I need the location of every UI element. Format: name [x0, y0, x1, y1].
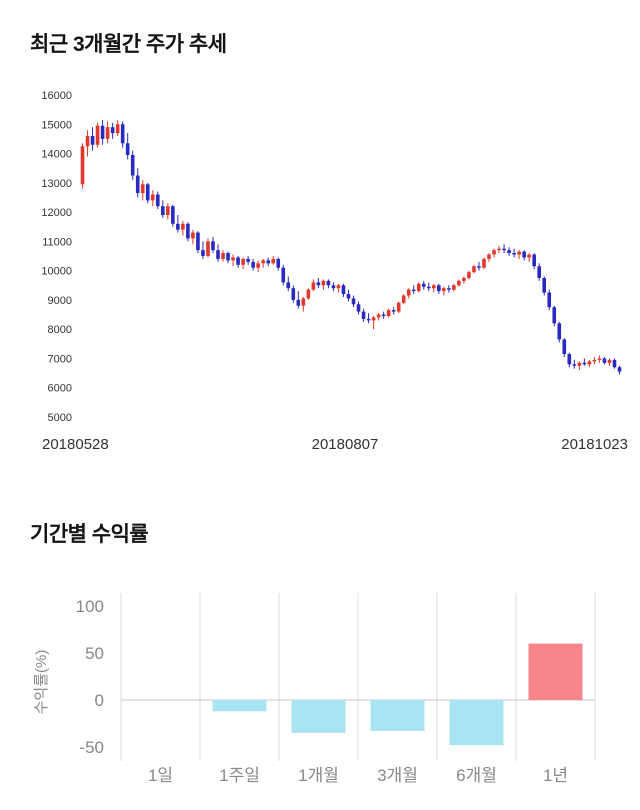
svg-text:16000: 16000	[41, 90, 72, 102]
svg-text:수익률(%): 수익률(%)	[33, 650, 50, 715]
svg-text:1주일: 1주일	[219, 766, 260, 785]
svg-text:14000: 14000	[41, 149, 72, 161]
svg-text:50: 50	[85, 644, 104, 663]
svg-text:1년: 1년	[543, 766, 568, 785]
svg-text:1일: 1일	[148, 766, 173, 785]
svg-text:5000: 5000	[48, 412, 72, 424]
svg-text:7000: 7000	[48, 353, 72, 365]
svg-text:8000: 8000	[48, 324, 72, 336]
svg-text:6개월: 6개월	[456, 766, 497, 785]
svg-text:1개월: 1개월	[298, 766, 339, 785]
svg-text:3개월: 3개월	[377, 766, 418, 785]
svg-text:-50: -50	[79, 738, 104, 757]
svg-text:12000: 12000	[41, 207, 72, 219]
svg-text:100: 100	[76, 597, 104, 616]
svg-text:20180807: 20180807	[312, 436, 379, 453]
svg-text:13000: 13000	[41, 178, 72, 190]
candlestick-chart: 16000 15000 14000 13000 12000 11000 10000 9000 8…	[0, 85, 640, 465]
returns-bar-chart-svg: 100 50 0 -50 수익률(%) 1일 1주일 1개월 3개월 6개월 1년	[33, 593, 596, 785]
svg-text:11000: 11000	[42, 236, 72, 248]
svg-text:20180528: 20180528	[42, 436, 109, 453]
svg-text:6000: 6000	[48, 383, 72, 395]
svg-text:20181023: 20181023	[561, 436, 628, 453]
price-trend-section-title: 최근 3개월간 주가 추세	[30, 33, 227, 56]
svg-text:0: 0	[95, 691, 104, 710]
candlestick-chart-svg: 16000 15000 14000 13000 12000 11000 10000 9000 8…	[41, 90, 628, 453]
returns-bar-chart: 100 50 0 -50 수익률(%) 1일 1주일 1개월 3개월 6개월 1년	[0, 585, 640, 810]
returns-section-title: 기간별 수익률	[30, 523, 149, 546]
svg-text:9000: 9000	[48, 295, 72, 307]
svg-text:10000: 10000	[41, 266, 72, 278]
svg-text:15000: 15000	[41, 119, 72, 131]
